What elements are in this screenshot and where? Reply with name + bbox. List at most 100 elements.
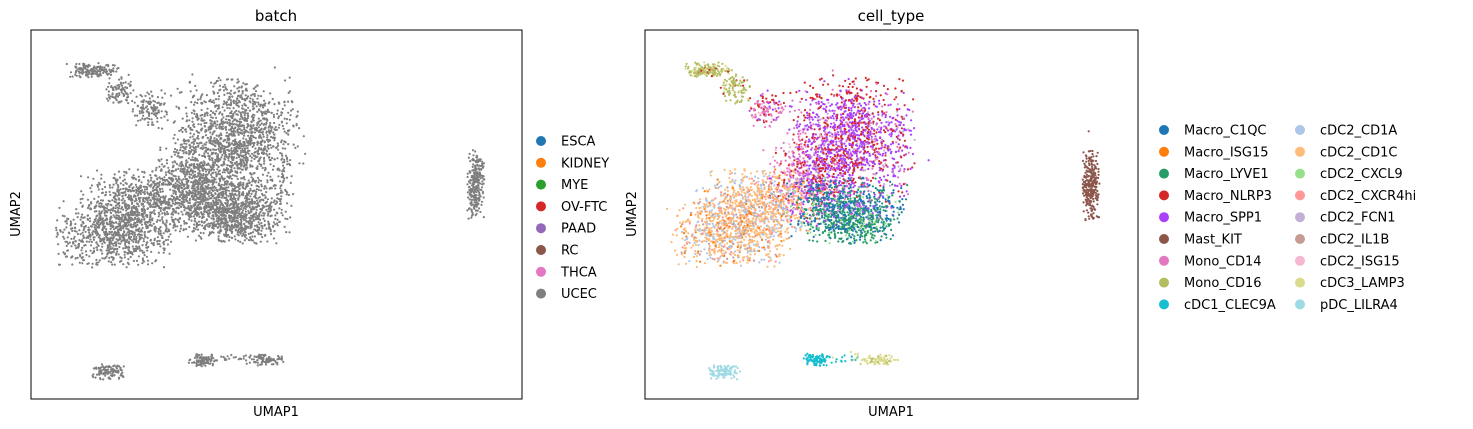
batch-point	[141, 249, 144, 252]
batch-point	[131, 110, 134, 113]
batch-point	[81, 231, 84, 234]
batch-point	[287, 130, 290, 133]
batch-point	[80, 190, 83, 193]
batch-point	[95, 71, 99, 74]
batch-point	[155, 204, 158, 208]
batch-point	[280, 175, 283, 179]
batch-point	[234, 186, 237, 189]
batch-point	[148, 93, 151, 96]
batch-point	[284, 141, 287, 144]
batch-point	[94, 205, 97, 208]
batch-point	[262, 149, 265, 152]
batch-point	[156, 219, 159, 222]
batch-point	[203, 162, 206, 165]
batch-point	[225, 141, 228, 144]
batch-point	[204, 196, 207, 200]
batch-point	[180, 91, 183, 94]
batch-point	[90, 190, 93, 193]
batch-point	[115, 86, 118, 89]
batch-point	[241, 90, 244, 93]
batch-point	[208, 100, 211, 103]
batch-point	[242, 183, 245, 187]
batch-point	[201, 195, 205, 199]
batch-point	[138, 186, 141, 189]
batch-point	[168, 181, 171, 184]
batch-point	[468, 198, 471, 201]
batch-point	[197, 193, 200, 196]
batch-point	[254, 85, 257, 88]
batch-point	[146, 236, 149, 239]
batch-point	[185, 145, 188, 148]
batch-point	[231, 117, 234, 120]
batch-point	[180, 179, 183, 182]
batch-point	[108, 186, 112, 189]
batch-point	[209, 122, 212, 125]
batch-point	[105, 249, 108, 252]
batch-point	[157, 251, 160, 254]
batch-point	[264, 167, 267, 171]
batch-point	[225, 223, 228, 226]
batch-point	[245, 138, 248, 141]
batch-point	[164, 213, 167, 216]
batch-point	[262, 128, 266, 131]
batch-point	[472, 163, 475, 166]
batch-point	[220, 134, 223, 137]
batch-point	[115, 198, 118, 201]
batch-point	[227, 216, 230, 219]
batch-point	[286, 217, 289, 221]
batch-point	[263, 156, 266, 160]
batch-point	[108, 77, 111, 80]
batch-point	[184, 187, 187, 190]
batch-point	[150, 90, 153, 93]
batch-point	[230, 156, 233, 160]
batch-point	[233, 118, 236, 121]
batch-point	[94, 219, 97, 223]
batch-point	[132, 250, 135, 253]
batch-point	[230, 101, 233, 104]
batch-point	[246, 157, 249, 160]
batch-point	[113, 176, 116, 180]
batch-point	[230, 223, 233, 226]
batch-point	[95, 246, 98, 249]
batch-point	[218, 127, 221, 130]
batch-point	[217, 104, 220, 107]
batch-point	[118, 260, 122, 263]
batch-point	[243, 230, 246, 233]
batch-point	[175, 163, 179, 166]
batch-point	[287, 143, 290, 146]
batch-point	[296, 145, 299, 148]
batch-point	[212, 176, 216, 179]
batch-point	[237, 185, 240, 189]
batch-point	[228, 95, 231, 98]
batch-point	[244, 234, 247, 237]
batch-point	[165, 221, 168, 224]
batch-point	[233, 85, 236, 88]
batch-point	[233, 204, 236, 207]
batch-point	[161, 187, 164, 190]
batch-point	[184, 128, 187, 131]
batch-point	[213, 221, 216, 224]
batch-point	[223, 177, 226, 180]
batch-point	[152, 106, 155, 110]
batch-point	[197, 123, 200, 126]
batch-point	[174, 142, 177, 145]
batch-point	[214, 161, 217, 165]
batch-point	[251, 165, 254, 168]
batch-point	[214, 225, 217, 228]
batch-point	[287, 193, 290, 197]
batch-point	[215, 203, 218, 206]
batch-point	[92, 177, 95, 180]
batch-point	[194, 175, 197, 178]
batch-point	[260, 143, 263, 146]
batch-point	[137, 263, 140, 266]
batch-point	[198, 207, 202, 210]
batch-point	[150, 112, 153, 115]
batch-point	[479, 210, 482, 214]
batch-point	[74, 244, 77, 247]
batch-point	[139, 93, 142, 97]
batch-point	[266, 154, 269, 157]
batch-point	[211, 203, 214, 207]
batch-point	[188, 166, 191, 169]
batch-point	[188, 119, 191, 122]
batch-point	[204, 134, 208, 137]
